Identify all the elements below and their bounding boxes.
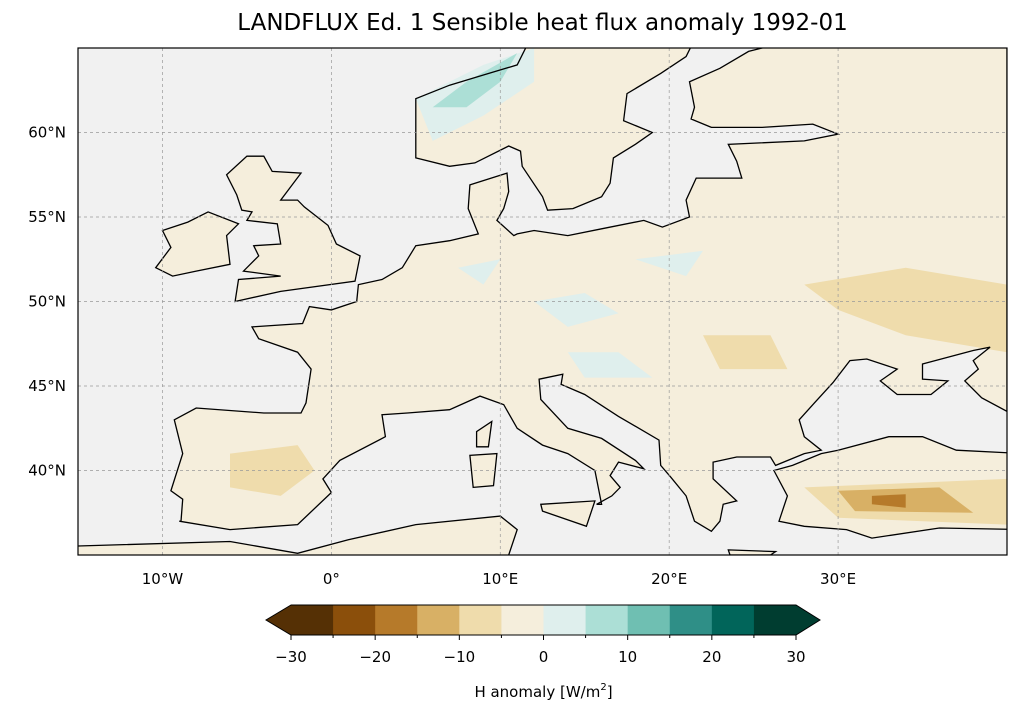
coastline-sardinia xyxy=(469,452,498,489)
colorbar-tick-label: −10 xyxy=(444,648,476,666)
x-tick-label: 30°E xyxy=(820,570,856,588)
anomaly-patch xyxy=(871,494,906,508)
land-corsica xyxy=(476,421,492,447)
coastline-anatolia xyxy=(772,436,1007,539)
coastline-sicily xyxy=(539,500,596,528)
land-ireland xyxy=(155,211,239,277)
land-sardinia xyxy=(469,453,497,488)
colorbar-tick-label: 30 xyxy=(786,648,805,666)
y-tick-label: 55°N xyxy=(28,208,66,226)
x-tick-label: 20°E xyxy=(651,570,687,588)
colorbar-extend-max xyxy=(796,605,820,635)
colorbar-segment xyxy=(669,605,713,635)
colorbar-extend-min xyxy=(266,605,291,635)
colorbar-segment xyxy=(375,605,418,635)
colorbar-segment xyxy=(585,605,629,635)
coastline-uk xyxy=(225,155,361,303)
y-tick-label: 50°N xyxy=(28,293,66,311)
map-layer xyxy=(78,48,1007,555)
y-tick-label: 40°N xyxy=(28,462,66,480)
colorbar-label: H anomaly [W/m2] xyxy=(474,682,612,701)
colorbar-tick-label: −20 xyxy=(359,648,391,666)
coastline-africa xyxy=(78,515,518,555)
colorbar-label-main: H anomaly [W/m xyxy=(474,683,600,701)
colorbar-segment xyxy=(627,605,671,635)
coastline-crete xyxy=(727,549,778,555)
x-tick-label: 0° xyxy=(323,570,340,588)
chart-title: LANDFLUX Ed. 1 Sensible heat flux anomal… xyxy=(237,10,848,36)
y-tick-label: 60°N xyxy=(28,124,66,142)
map-frame xyxy=(77,47,1008,556)
coastline-corsica xyxy=(475,420,493,448)
land-sicily xyxy=(540,500,595,527)
land-uk xyxy=(226,156,361,302)
colorbar-segment xyxy=(501,605,544,635)
colorbar-tick-label: 20 xyxy=(702,648,721,666)
colorbar-segment xyxy=(417,605,460,635)
colorbar-tick-label: 10 xyxy=(618,648,637,666)
x-tick-label: 10°W xyxy=(142,570,184,588)
colorbar-label-end: ] xyxy=(607,683,613,701)
anomaly-patch xyxy=(432,53,518,108)
colorbar-segment xyxy=(543,605,587,635)
colorbar-segment xyxy=(711,605,755,635)
land-africa xyxy=(78,516,518,555)
colorbar-label-superscript: 2 xyxy=(600,682,606,693)
x-tick-label: 10°E xyxy=(482,570,518,588)
land-mainland xyxy=(170,48,1007,532)
colorbar-tick-label: −30 xyxy=(275,648,307,666)
coastline-scandinavia xyxy=(415,48,692,211)
anomaly-patch xyxy=(458,259,501,285)
anomaly-patch xyxy=(534,293,619,327)
anomaly-patch xyxy=(703,335,788,370)
colorbar-segment xyxy=(291,605,334,635)
colorbar-segment xyxy=(459,605,502,635)
anomaly-patch xyxy=(804,267,1007,353)
colorbar-tick-label: 0 xyxy=(539,648,549,666)
colorbar-segment xyxy=(333,605,376,635)
anomaly-patch xyxy=(567,352,653,378)
y-tick-label: 45°N xyxy=(28,377,66,395)
coastline-mainland xyxy=(170,48,1007,533)
anomaly-patch xyxy=(635,250,703,277)
colorbar-segment xyxy=(753,605,797,635)
